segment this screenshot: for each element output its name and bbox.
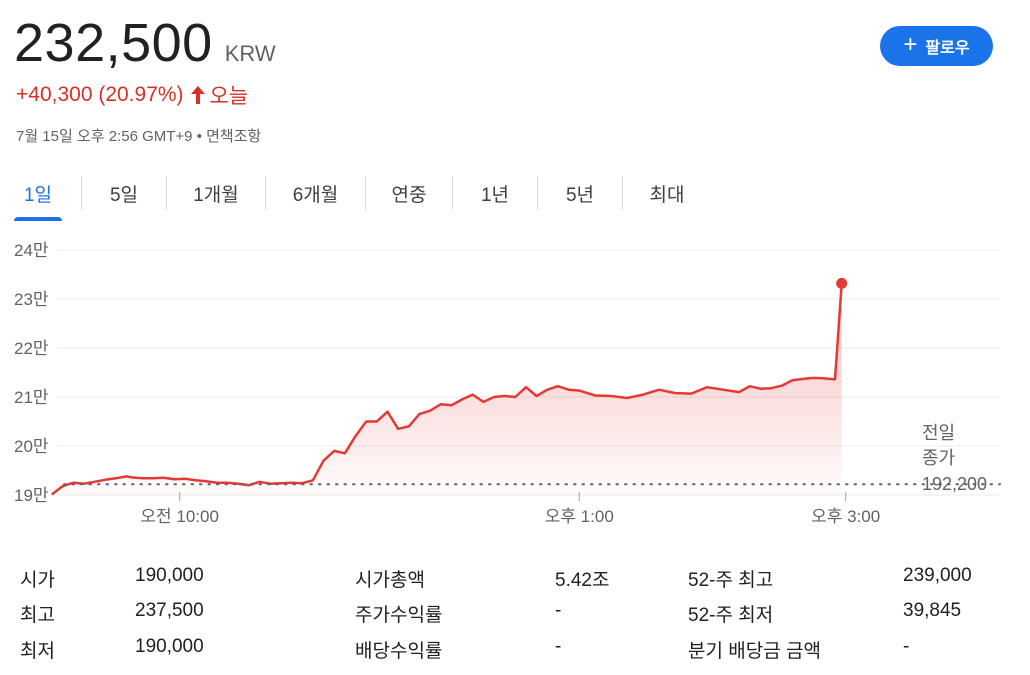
tab-5d[interactable]: 5일 bbox=[109, 185, 139, 206]
tab-1y[interactable]: 1년 bbox=[480, 185, 510, 206]
price-change-row: +40,300 (20.97%) 오늘 bbox=[16, 80, 248, 110]
stat-value: 239,000 bbox=[903, 565, 972, 586]
x-tick-label: 오후 3:00 bbox=[811, 507, 880, 526]
tab-divider bbox=[365, 176, 366, 210]
stat-label: 시가총액 bbox=[355, 570, 425, 591]
tab-divider bbox=[265, 176, 266, 210]
previous-close-label: 종가 bbox=[922, 448, 955, 468]
follow-button[interactable]: + 팔로우 bbox=[880, 26, 993, 66]
stat-value: 39,845 bbox=[903, 600, 962, 621]
timestamp-row: 7월 15일 오후 2:56 GMT+9 • 면책조항 bbox=[16, 125, 261, 146]
price-change: +40,300 (20.97%) bbox=[16, 83, 184, 106]
plus-icon: + bbox=[903, 31, 918, 58]
follow-button-label: 팔로우 bbox=[925, 40, 970, 57]
x-tick-label: 오후 1:00 bbox=[545, 507, 614, 526]
separator-dot: • bbox=[196, 128, 207, 145]
stat-value: - bbox=[903, 636, 910, 657]
stat-label: 주가수익률 bbox=[355, 605, 443, 626]
tab-5y[interactable]: 5년 bbox=[565, 185, 595, 206]
stat-label: 시가 bbox=[20, 570, 55, 591]
tab-divider bbox=[622, 176, 623, 210]
tab-divider bbox=[81, 176, 82, 210]
currency-code: KRW bbox=[224, 41, 276, 66]
tab-6m[interactable]: 6개월 bbox=[292, 185, 339, 206]
stat-value: 5.42조 bbox=[555, 570, 610, 591]
stat-value: 190,000 bbox=[135, 636, 204, 657]
current-price-marker[interactable] bbox=[836, 277, 848, 289]
tab-divider bbox=[452, 176, 453, 210]
y-tick-label: 22만 bbox=[14, 339, 49, 358]
price-series-line bbox=[51, 283, 843, 496]
tab-1m[interactable]: 1개월 bbox=[193, 185, 239, 206]
previous-close-value: 192,200 bbox=[922, 474, 987, 494]
y-tick-label: 23만 bbox=[14, 290, 49, 309]
arrow-up-icon bbox=[190, 85, 206, 105]
current-price: 232,500 bbox=[14, 13, 213, 73]
stat-label: 최고 bbox=[20, 605, 55, 626]
stat-value: - bbox=[555, 636, 562, 657]
tab-divider bbox=[537, 176, 538, 210]
x-tick-label: 오전 10:00 bbox=[140, 507, 219, 526]
price-row: 232,500 KRW bbox=[14, 12, 276, 74]
stat-label: 52-주 최고 bbox=[688, 570, 774, 591]
stat-label: 분기 배당금 금액 bbox=[688, 641, 821, 662]
stat-value: - bbox=[555, 600, 562, 621]
stat-label: 최저 bbox=[20, 641, 55, 662]
tab-ytd[interactable]: 연중 bbox=[391, 185, 427, 206]
y-tick-label: 24만 bbox=[14, 241, 49, 260]
y-tick-label: 19만 bbox=[14, 486, 49, 505]
stat-label: 배당수익률 bbox=[355, 641, 443, 662]
change-period: 오늘 bbox=[209, 85, 249, 108]
stat-value: 237,500 bbox=[135, 600, 204, 621]
stat-label: 52-주 최저 bbox=[688, 605, 774, 626]
y-tick-label: 21만 bbox=[14, 388, 49, 407]
tab-1d[interactable]: 1일 bbox=[14, 172, 62, 221]
tab-divider bbox=[166, 176, 167, 210]
y-tick-label: 20만 bbox=[14, 437, 49, 456]
price-area-fill bbox=[51, 283, 842, 495]
tab-max[interactable]: 최대 bbox=[649, 185, 685, 206]
stat-value: 190,000 bbox=[135, 565, 204, 586]
disclaimer-link[interactable]: 면책조항 bbox=[206, 128, 262, 145]
previous-close-label: 전일 bbox=[922, 423, 955, 443]
timestamp: 7월 15일 오후 2:56 GMT+9 bbox=[16, 128, 193, 145]
time-range-tabs: 1일 5일 1개월 6개월 연중 1년 5년 최대 bbox=[14, 172, 711, 221]
